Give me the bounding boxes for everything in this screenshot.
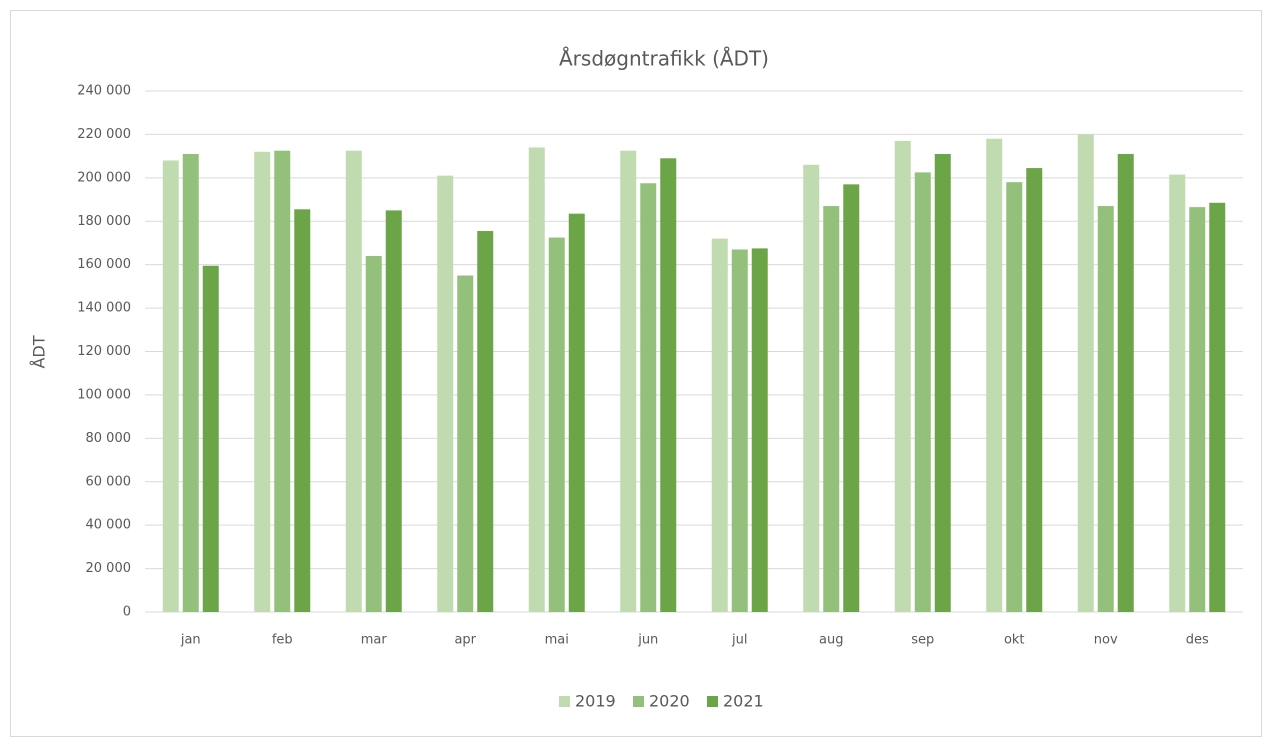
y-tick-label: 140 000 [77,301,131,316]
x-tick-label: nov [1094,633,1118,648]
bar [274,150,291,612]
bar [202,265,219,612]
bar [1117,153,1134,612]
bar [823,206,840,612]
bar [914,172,931,612]
legend-swatch [633,696,644,707]
y-tick-label: 240 000 [77,84,131,99]
y-tick-label: 40 000 [86,518,132,533]
bar [1169,174,1186,612]
x-tick-label: apr [454,633,476,648]
x-tick-label: mar [361,633,388,648]
y-tick-label: 200 000 [77,170,131,185]
bar [477,231,494,613]
bar [843,184,860,613]
legend-label: 2021 [723,692,764,711]
bar [345,150,362,612]
chart-title: Årsdøgntrafikk (ÅDT) [559,47,769,71]
bar [162,160,179,612]
bar [568,213,585,612]
bar [894,140,911,612]
y-axis-label: ÅDT [30,335,49,368]
bar [437,175,454,612]
bar [528,147,545,613]
x-tick-label: jun [637,633,658,648]
x-tick-label: mai [545,633,569,648]
bar [1026,168,1043,613]
y-tick-label: 120 000 [77,344,131,359]
y-tick-label: 100 000 [77,387,131,402]
bar [803,164,820,612]
bar [1097,206,1114,612]
x-tick-label: des [1186,633,1209,648]
bar [1209,202,1226,612]
bar [294,209,311,612]
bar [182,153,199,612]
bar [254,151,271,613]
x-tick-label: aug [819,633,843,648]
bar [731,249,748,613]
bar [660,158,677,612]
y-tick-label: 80 000 [86,431,132,446]
x-tick-label: okt [1004,633,1025,648]
x-tick-label: jan [180,633,201,648]
bar [934,153,951,612]
y-tick-label: 0 [123,605,131,620]
bar [1006,182,1023,613]
bar [711,238,728,612]
y-tick-label: 220 000 [77,127,131,142]
bar [620,150,637,612]
y-tick-label: 180 000 [77,214,131,229]
bar [986,138,1003,612]
bar [640,183,657,612]
x-tick-label: feb [272,633,293,648]
y-tick-label: 60 000 [86,474,132,489]
y-tick-label: 160 000 [77,257,131,272]
legend-label: 2020 [649,692,690,711]
legend-label: 2019 [575,692,616,711]
y-tick-label: 20 000 [86,561,132,576]
x-tick-label: jul [731,633,747,648]
legend-swatch [559,696,570,707]
bar [457,275,474,612]
bar [751,248,768,612]
bar [1189,207,1206,612]
x-tick-label: sep [911,633,934,648]
bar [548,237,565,612]
bar [385,210,402,613]
bar [1077,134,1094,612]
legend-swatch [707,696,718,707]
bar [365,255,382,612]
